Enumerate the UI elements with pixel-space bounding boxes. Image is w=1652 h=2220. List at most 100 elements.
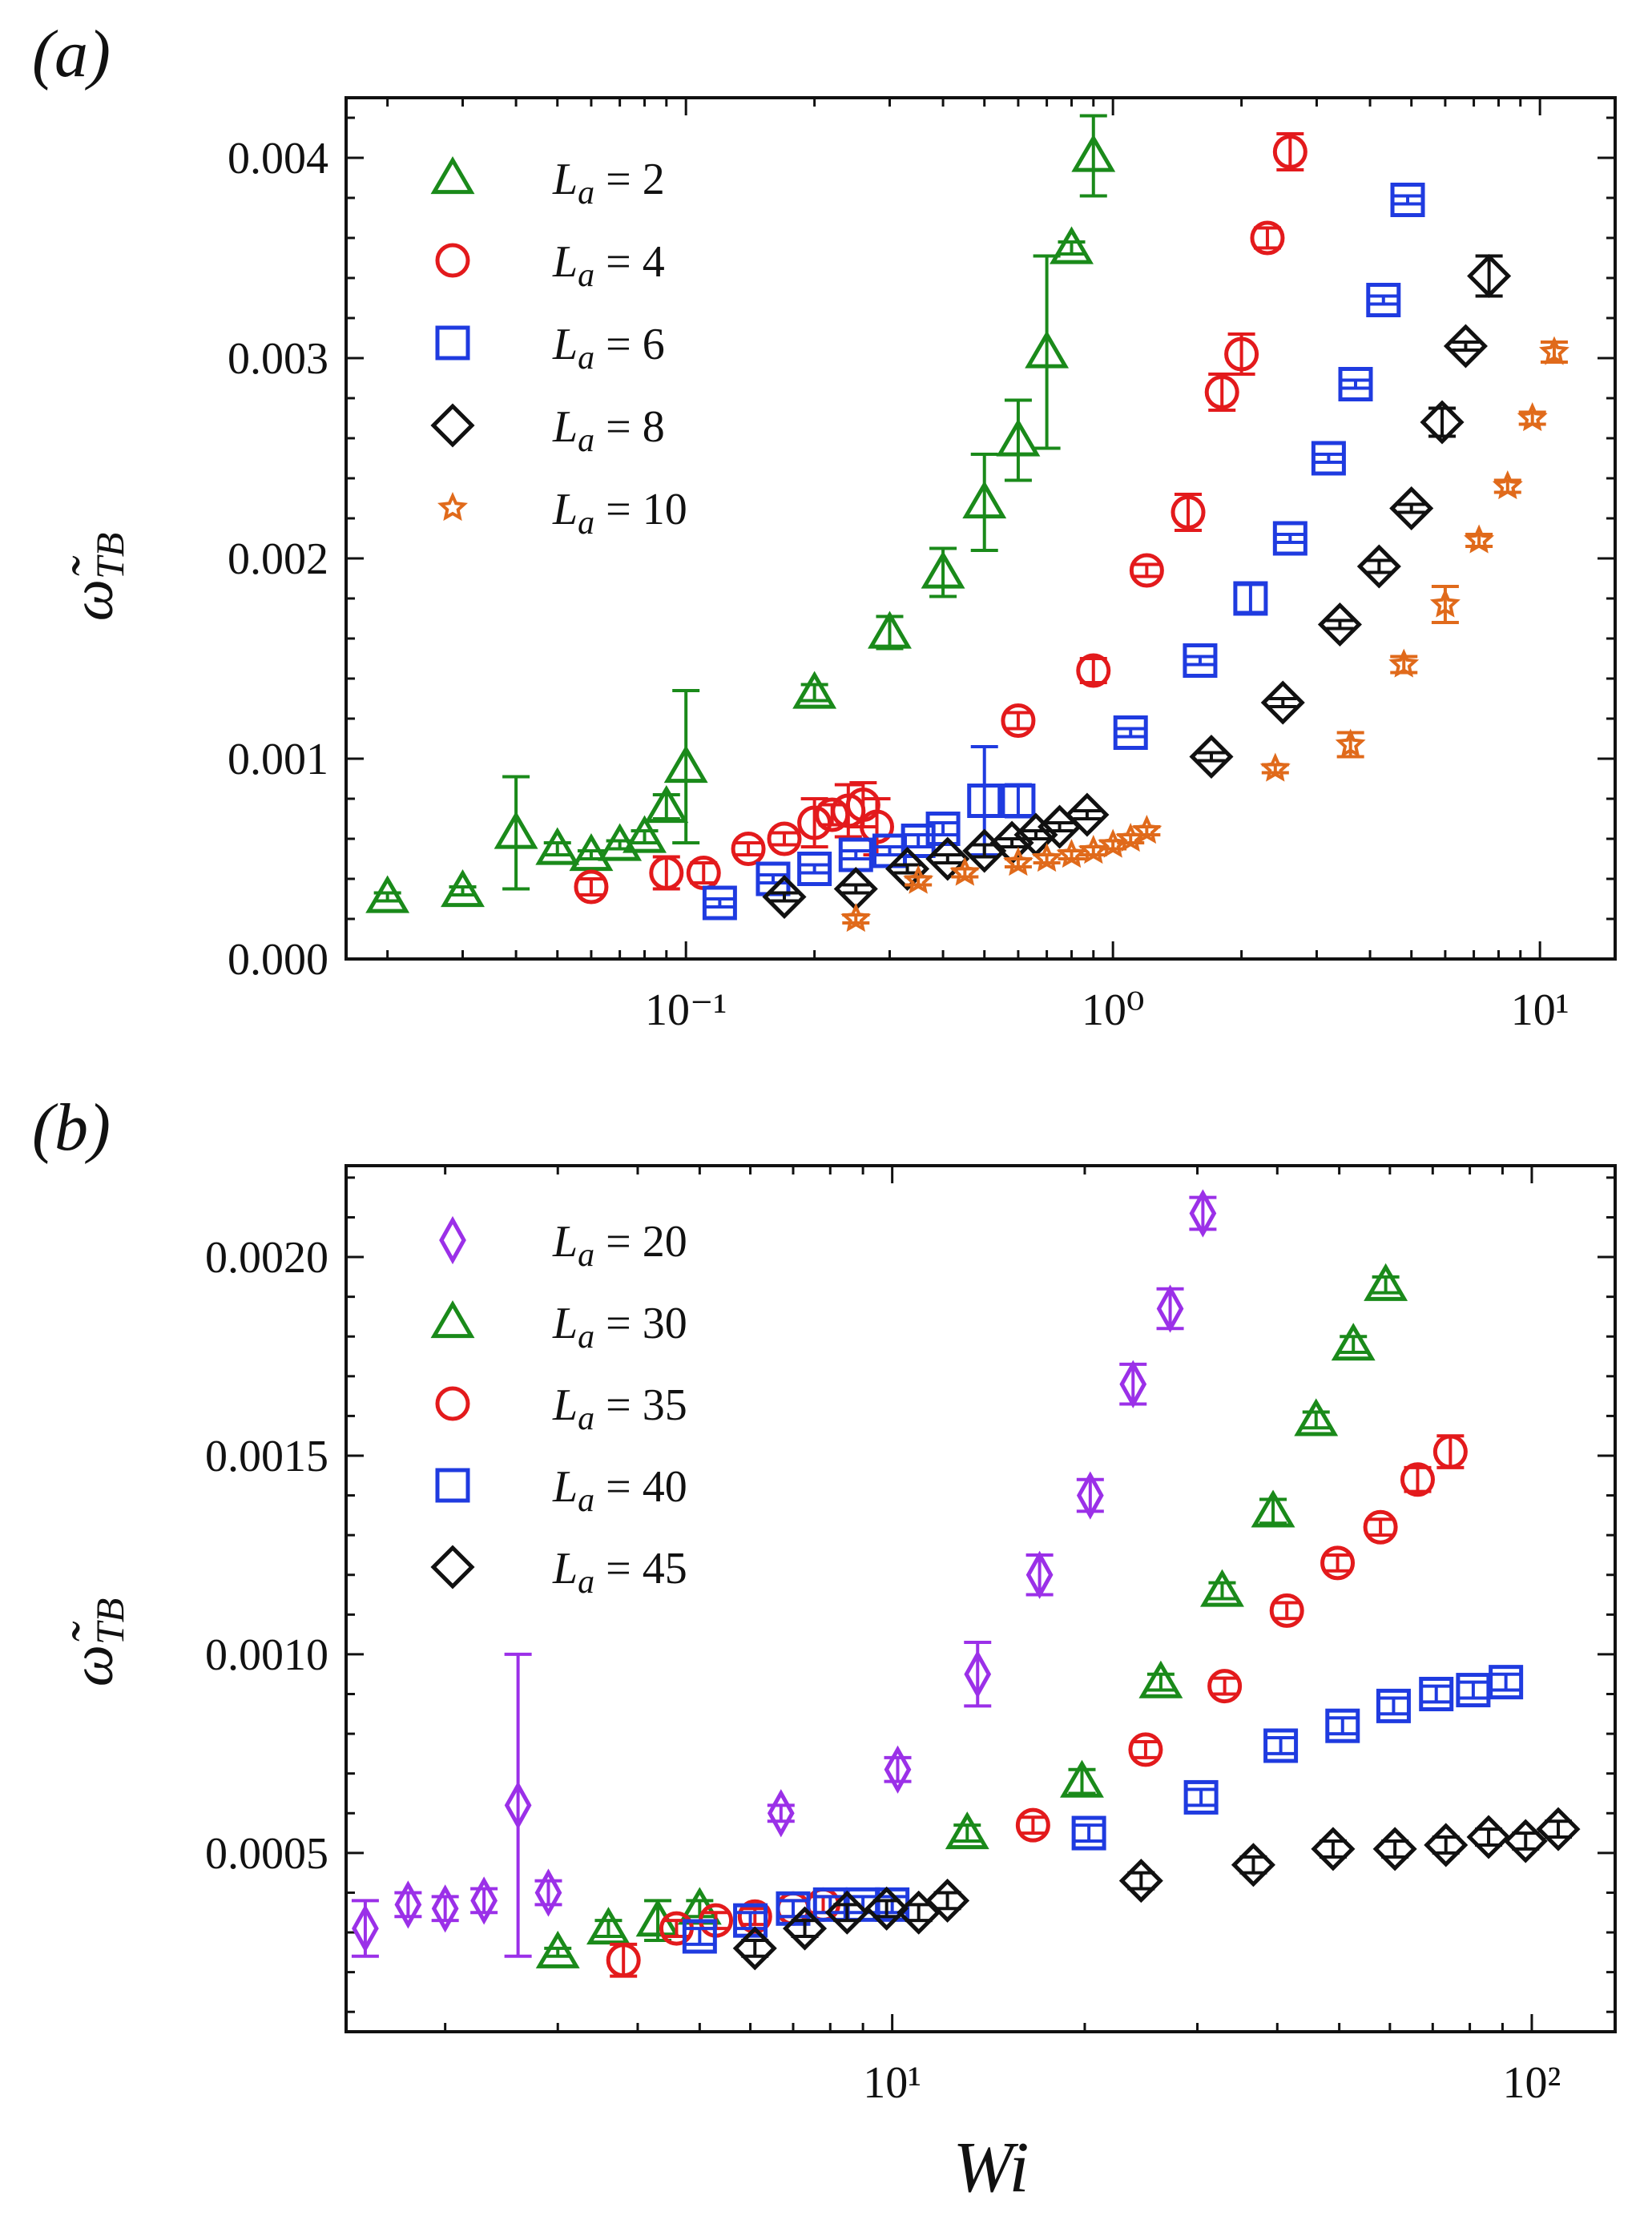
panel-a-data-point [623,815,667,853]
panel-b-ticks: 0.0005 0.0010 0.0015 0.0020 10¹ 10² [205,1166,1615,2108]
panel-b-data-point [1363,1509,1398,1545]
panel-b-data-point [1183,1779,1219,1815]
panel-a-legend-entry-2: La = 6 [435,320,665,377]
panel-a-data-point [569,833,614,872]
panel-a-legend-label: La = 6 [552,320,665,377]
panel-a-data-point [1366,283,1401,317]
panel-b-data-point [824,1890,869,1935]
panel-b-data-point [1071,1815,1106,1851]
panel-b-data-point [925,1878,970,1923]
panel-b-data-point [1400,1462,1435,1497]
panel-a-data-point [649,856,684,890]
panel-a-ytick-label: 0.004 [228,134,328,183]
panel-b-data-point [1128,1732,1163,1767]
panel-b-series-0 [351,1189,1217,1958]
panel-a-data-point [1272,135,1307,169]
panel-a-data-point [1204,375,1239,409]
panel-a-data-point [925,836,970,881]
panel-b-legend-entry-4: La = 45 [430,1544,687,1601]
panel-a-data-point [1031,843,1062,872]
panel-a-data-point [1050,226,1094,264]
panel-a-data-point [731,832,766,866]
panel-b-data-point [1269,1593,1304,1628]
panel-a-ytick-label: 0.002 [228,534,328,584]
panel-b-legend-marker [430,1545,475,1589]
panel-a-data-point [1129,553,1164,588]
panel-b-data-point [732,1926,777,1971]
panel-b-legend-label: La = 35 [552,1380,687,1437]
panel-b-data-point [1076,1471,1104,1520]
panel-a-data-point [1443,324,1488,369]
panel-b-legend-marker [439,1215,466,1265]
panel-a-legend-entry-3: La = 8 [430,402,665,459]
panel-a-series-2 [702,183,1425,921]
panel-a-xtick-label: 10⁻¹ [645,985,727,1035]
panel-b-series-2 [606,1434,1468,1978]
panel-a-axes [345,96,1617,961]
panel-a-data-point [1260,680,1305,725]
panel-b-data-point [535,1930,580,1968]
panel-a-legend-label: La = 10 [552,485,687,542]
panel-a-data-point [702,885,737,921]
panel-a-legend: La = 2 La = 4 La = 6 La = 8 La = 10 [430,155,687,542]
panel-a-data-point [1025,330,1070,369]
panel-a-data-point [962,828,1007,873]
panel-a-legend-marker [435,325,470,361]
panel-b-data-point [1231,1843,1275,1888]
panel-a-data-point [1056,839,1087,868]
panel-b-data-point [1025,1550,1054,1599]
panel-b-data-point [586,1907,631,1945]
panel-b-data-point [1325,1708,1360,1743]
panel-a-data-point [860,809,895,844]
panel-a-ticks: 0.000 0.001 0.002 0.003 0.004 10⁻¹ 10⁰ 10¹ [228,98,1615,1035]
panel-a-legend-label: La = 4 [552,237,665,294]
panel-a-legend-entry-0: La = 2 [430,155,665,212]
panel-a-data-point [797,805,832,840]
panel-b-data-point [1456,1673,1491,1708]
panel-a-legend-label: La = 2 [552,155,665,212]
panel-a-data-point [1250,220,1285,256]
panel-b-legend-label: La = 45 [552,1544,687,1601]
panel-b-data-point [1251,1489,1295,1528]
panel-b-data-point [767,1789,795,1838]
panel-a-data-point [885,846,930,892]
panel-a-data-point [441,869,485,908]
panel-b-xtick-label: 10¹ [863,2058,921,2108]
panel-a-data-point [1539,336,1569,365]
panel-a-data-point [996,418,1041,457]
panel-b-data-point [1331,1323,1376,1361]
panel-b-data-point [352,1904,379,1953]
panel-b-data-point [470,1876,498,1925]
panel-b-ytick-label: 0.0015 [205,1432,328,1481]
panel-b-ytick-label: 0.0005 [205,1829,328,1879]
panel-a-data-point [868,610,912,649]
panel-a-data-point [1076,653,1111,688]
panel-a-data-point [1078,835,1109,864]
panel-b-series-4 [732,1807,1581,1971]
panel-b-data-point [1138,1660,1183,1698]
panel-b-ytick-label: 0.0010 [205,1630,328,1680]
panel-b-data-point [394,1880,422,1929]
panel-a-data-point [1003,847,1034,876]
panel-a-data-point [1335,728,1366,758]
panel-a-data-point [1311,441,1346,476]
panel-b-data-point [1376,1688,1411,1723]
panel-a-series-4 [840,336,1569,933]
panel-b-data-point [1060,1759,1104,1798]
panel-a-data-point [762,874,807,920]
panel-a-data-point [494,811,538,849]
panel-b-legend-marker [430,1300,475,1339]
panel-b-data-point [884,1745,912,1794]
panel-b-data-point [776,1891,811,1926]
panel-a-data-point [644,785,689,824]
panel-a-legend-entry-4: La = 10 [437,485,687,542]
panel-a-data-point [921,550,965,589]
panel-a-data-point [767,821,802,856]
panel-a-data-point [949,856,981,886]
panel-b-data-point [1263,1728,1299,1763]
panel-a-data-point [1071,134,1116,172]
panel-a-data-point [1001,703,1036,738]
panel-b-data-point [783,1906,828,1951]
